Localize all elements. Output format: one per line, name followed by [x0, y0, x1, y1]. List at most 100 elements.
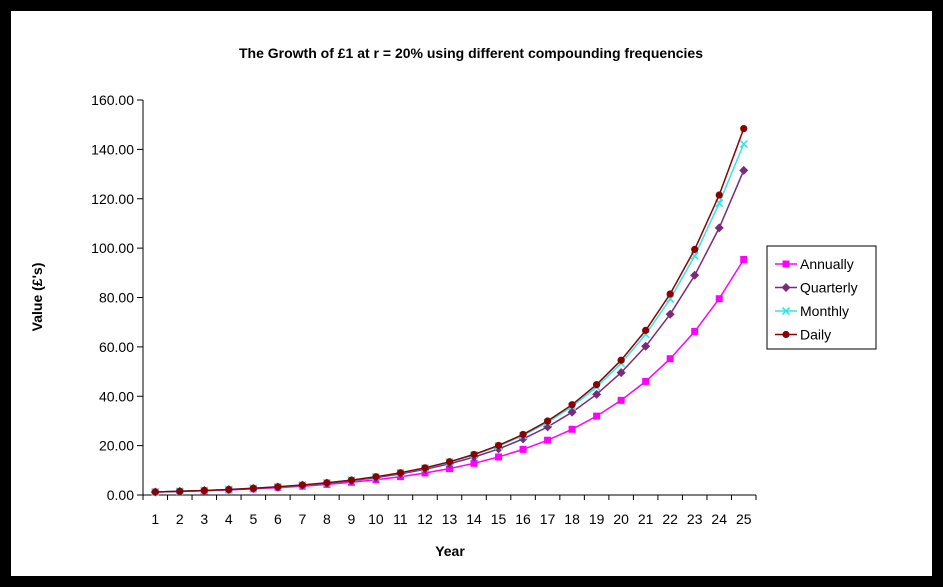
point-quarterly [690, 270, 700, 280]
point-daily [372, 473, 380, 481]
series-quarterly [150, 165, 749, 497]
point-daily [593, 381, 601, 389]
x-tick-label: 15 [491, 511, 507, 527]
point-daily [176, 487, 184, 495]
point-daily [691, 245, 699, 254]
point-quarterly [641, 341, 651, 351]
point-daily [740, 125, 748, 133]
point-daily [494, 441, 503, 450]
y-tick-label: 140.00 [91, 141, 134, 157]
x-tick-label: 1 [151, 511, 159, 527]
legend-label-annually: Annually [800, 256, 854, 272]
y-tick-label: 160.00 [91, 92, 134, 108]
x-tick-label: 24 [711, 511, 727, 527]
point-annually [519, 445, 527, 453]
y-tick-label: 100.00 [91, 240, 134, 256]
point-daily [200, 486, 208, 495]
x-tick-label: 2 [176, 511, 184, 527]
point-daily [249, 484, 257, 492]
series-monthly [151, 139, 748, 497]
chart-title: The Growth of £1 at r = 20% using differ… [239, 45, 703, 61]
series-daily [151, 125, 748, 496]
point-daily [642, 326, 650, 334]
x-tick-label: 21 [638, 511, 654, 527]
point-quarterly [616, 368, 626, 378]
x-tick-label: 16 [515, 511, 531, 527]
point-quarterly [739, 165, 749, 175]
x-tick-label: 11 [393, 511, 408, 527]
series-line-monthly [155, 143, 745, 493]
x-tick-label: 18 [564, 511, 580, 527]
x-tick-label: 23 [687, 511, 703, 527]
point-daily [543, 417, 552, 425]
point-annually [593, 412, 601, 420]
x-axis-label: Year [435, 543, 465, 559]
legend: Annually Quarterly Monthly Daily [766, 245, 877, 350]
y-tick-label: 120.00 [91, 191, 134, 207]
x-tick-label: 17 [540, 511, 556, 527]
point-annually [495, 453, 503, 461]
x-tick-label: 3 [200, 511, 208, 527]
y-tick-label: 20.00 [99, 438, 134, 454]
y-tick-label: 80.00 [99, 290, 134, 306]
x-tick-label: 9 [348, 511, 356, 527]
point-annually [642, 377, 650, 385]
point-monthly [739, 139, 748, 149]
point-daily [151, 488, 159, 496]
point-annually [446, 465, 453, 473]
point-daily [225, 485, 233, 494]
point-daily [617, 356, 625, 364]
point-daily [421, 464, 429, 472]
point-daily [715, 191, 723, 199]
y-tick-label: 0.00 [107, 487, 134, 503]
point-daily [470, 450, 478, 459]
legend-marker-daily [782, 330, 790, 339]
series-layer [150, 125, 749, 497]
point-daily [445, 458, 454, 466]
point-daily [519, 430, 527, 439]
x-tick-label: 4 [225, 511, 233, 527]
point-annually [544, 436, 552, 444]
legend-label-monthly: Monthly [800, 303, 849, 319]
point-daily [396, 469, 405, 477]
y-tick-label: 60.00 [99, 339, 134, 355]
point-annually [740, 255, 748, 263]
x-tick-label: 25 [736, 511, 752, 527]
series-line-annually [155, 259, 745, 493]
point-quarterly [592, 389, 602, 399]
legend-marker-quarterly [781, 283, 791, 292]
y-tick-label: 40.00 [99, 388, 134, 404]
point-daily [298, 481, 306, 489]
point-daily [347, 476, 356, 484]
x-tick-label: 10 [368, 511, 384, 527]
point-annually [666, 355, 674, 363]
series-line-quarterly [155, 170, 745, 493]
legend-marker-annually [782, 260, 790, 268]
legend-marker-monthly [781, 306, 791, 316]
point-quarterly [567, 407, 577, 417]
x-tick-label: 8 [323, 511, 331, 527]
x-tick-label: 5 [249, 511, 257, 527]
point-quarterly [714, 223, 724, 233]
point-annually [691, 327, 699, 335]
legend-label-quarterly: Quarterly [800, 280, 858, 296]
x-tick-label: 7 [298, 511, 306, 527]
y-axis-label: Value (£'s) [29, 263, 45, 332]
x-tick-label: 13 [442, 511, 458, 527]
point-daily [568, 401, 576, 409]
x-tick-label: 12 [417, 511, 433, 527]
point-daily [323, 479, 331, 487]
x-tick-label: 20 [613, 511, 629, 527]
point-daily [274, 483, 282, 491]
point-annually [470, 459, 478, 467]
point-annually [617, 396, 625, 404]
x-tick-label: 22 [662, 511, 678, 527]
x-tick-label: 19 [589, 511, 605, 527]
legend-label-daily: Daily [800, 327, 831, 343]
x-tick-label: 14 [466, 511, 482, 527]
series-line-daily [155, 128, 745, 493]
x-tick-label: 6 [274, 511, 282, 527]
axes: 0.00 20.00 40.00 60.00 80.00 100.00 120.00 140.… [91, 92, 757, 527]
point-annually [715, 295, 723, 303]
